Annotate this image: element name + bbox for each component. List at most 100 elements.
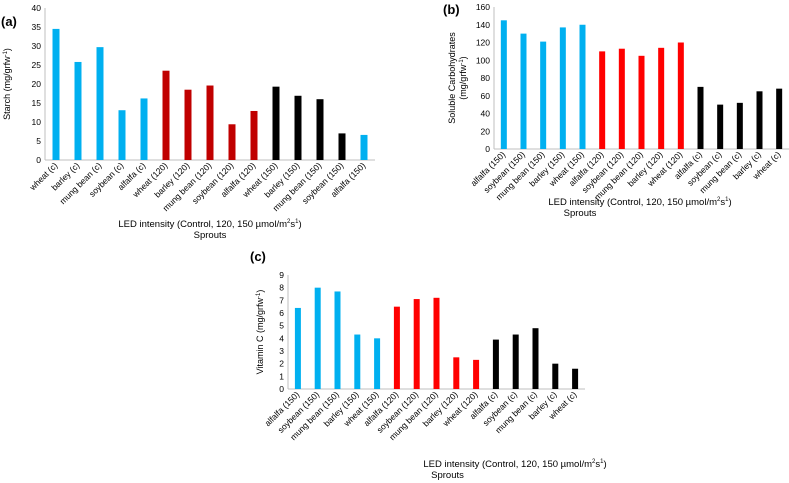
chart-a-ylabel-text: Starch (mg/grfw [2,56,12,120]
chart-c-ylabel: Vitamin C (mg/grfw-1) [255,290,265,375]
chart-c-ytick-9: 9 [279,270,284,280]
chart-a-ytick-6: 30 [32,41,42,51]
chart-b-xlabel-sup2: 1 [725,197,729,203]
chart-a-bar-0 [52,28,60,161]
chart-b-ytick-5: 100 [476,55,490,65]
chart-a-bar-14 [360,134,368,160]
chart-c-ytick-3: 3 [279,346,284,356]
chart-c-bar-1 [314,287,321,389]
chart-b-bar-4 [579,24,586,149]
chart-c-ytick-1: 1 [279,371,284,381]
chart-c-bar-12 [532,328,539,389]
chart-c-bar-3 [354,334,361,389]
chart-c-ytick-4: 4 [279,333,284,343]
chart-a-bar-8 [228,124,236,160]
chart-a-ytick-4: 20 [32,79,42,89]
chart-b-bar-8 [658,47,665,150]
chart-b-bar-3 [559,27,566,150]
chart-a-xlabel-end: ) [298,219,302,231]
chart-a-xlabel-sprouts: Sprouts [193,230,227,242]
chart-c-xlabel: LED intensity (Control, 120, 150 µmol/m2… [395,457,635,481]
chart-b-ytick-6: 120 [476,38,490,48]
chart-a-ytick-2: 10 [32,117,42,127]
chart-a-ytick-0: 0 [36,155,41,165]
chart-b-bar-6 [618,48,625,149]
chart-b-xlabel-sup1: 2 [717,197,721,203]
chart-c-bar-13 [552,363,559,389]
chart-c-xlabel-mid: s [595,459,601,471]
chart-c-ytick-7: 7 [279,295,284,305]
chart-b-ytick-8: 160 [476,2,490,12]
chart-c-xlabel-end: ) [603,459,607,471]
chart-a-bar-4 [140,98,148,160]
chart-c-ytick-8: 8 [279,283,284,293]
chart-a-bar-1 [74,61,82,160]
chart-b-bar-10 [697,86,704,149]
chart-c-bar-8 [453,357,460,389]
chart-b-bar-12 [736,102,743,149]
chart-a-xlabel-sup2: 1 [295,219,299,225]
chart-b-xlabel-mid: s [720,197,726,209]
chart-a-ylabel: Starch (mg/grfw-1) [2,48,12,120]
chart-a-bar-3 [118,110,126,160]
chart-c-xlabel-sprouts: Sprouts [431,470,464,482]
chart-a-xlabel-mid: s [290,219,296,231]
chart-a-bar-2 [96,47,104,160]
chart-c-xlabel-sup2: 1 [600,459,604,465]
chart-c-bar-10 [492,339,499,389]
chart-a-bar-9 [250,110,258,160]
chart-a-bar-7 [206,85,214,160]
chart-c-ytick-2: 2 [279,359,284,369]
chart-c-bar-5 [393,306,400,389]
chart-a-xlabel-text: LED intensity (Control, 120, 150 µmol/m [118,219,288,231]
chart-b-ylabel-unit-text: (mg/grfw [458,64,468,100]
chart-c-ylabel-text: Vitamin C (mg/grfw [255,298,265,375]
chart-b-bar-7 [638,55,645,149]
chart-a-bar-10 [272,86,280,160]
chart-a-ylabel-sup: -1 [3,50,9,56]
chart-b-bar-14 [776,88,783,149]
chart-b-xlabel: LED intensity (Control, 120, 150 µmol/m2… [520,195,760,219]
chart-b-ylabel-units: (mg/grfw-1) [458,56,468,99]
panel-b-label: (b) [443,2,460,17]
chart-a-xlabel: LED intensity (Control, 120, 150 µmol/m2… [90,217,330,241]
chart-a-ytick-1: 5 [36,136,41,146]
chart-c-ytick-6: 6 [279,308,284,318]
chart-c-ylabel-end: ) [255,290,265,293]
chart-b-bar-2 [540,41,547,149]
chart-a-bar-5 [162,70,170,160]
panel-c-label: (c) [250,249,266,264]
chart-b-ytick-7: 140 [476,20,490,30]
chart-b-ytick-0: 0 [485,144,490,154]
chart-a-ylabel-end: ) [2,48,12,51]
chart-a-xlabel-sup1: 2 [287,219,291,225]
chart-a-bar-13 [338,133,346,160]
chart-b-ytick-4: 80 [481,73,491,83]
chart-c-bar-6 [413,299,420,389]
chart-c-bar-7 [433,297,440,389]
chart-b-bar-1 [520,33,527,149]
panel-a-label: (a) [1,14,17,29]
chart-c-xlabel-sup1: 2 [592,459,596,465]
chart-a-ytick-5: 25 [32,60,42,70]
chart-b-xlabel-end: ) [728,197,732,209]
chart-a-bar-6 [184,89,192,160]
chart-c-bar-2 [334,291,341,389]
chart-b-bar-13 [756,91,763,149]
chart-b-xlabel-text: LED intensity (Control, 120, 150 µmol/m [548,197,718,209]
chart-b-bar-5 [599,51,606,149]
chart-b-xlabel-sprouts: Sprouts [563,208,597,220]
chart-b-ylabel: Soluble Carbohydrates [447,32,457,124]
chart-c-ytick-5: 5 [279,321,284,331]
chart-b-bar-0 [500,20,507,149]
chart-b-bar-9 [677,42,684,149]
chart-b-ytick-1: 20 [481,126,491,136]
chart-c-bar-4 [374,338,381,389]
chart-b-ytick-3: 60 [481,91,491,101]
chart-b-bar-11 [717,104,724,149]
chart-b-ylabel-sup: -1 [459,59,465,65]
chart-c-bar-9 [473,359,480,389]
chart-c-bar-14 [572,368,579,389]
